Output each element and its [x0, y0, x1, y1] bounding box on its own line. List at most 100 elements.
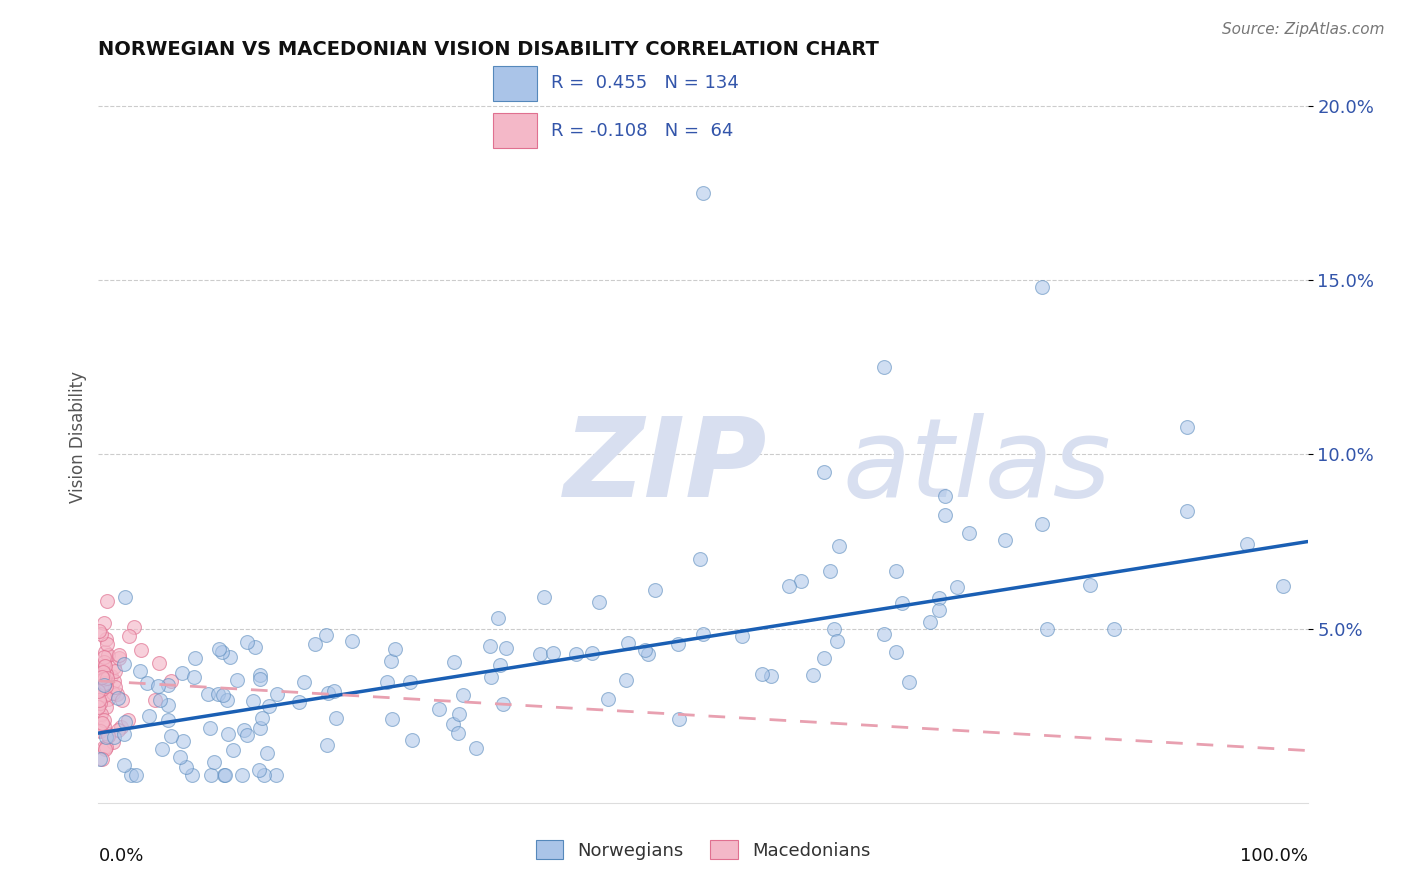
Point	[91, 665, 114, 680]
Point	[918, 615, 941, 629]
Point	[97, 692, 120, 706]
Point	[495, 640, 517, 655]
Point	[232, 723, 254, 738]
Point	[159, 729, 181, 743]
Point	[1272, 579, 1295, 593]
Point	[778, 579, 800, 593]
Point	[250, 711, 273, 725]
Point	[87, 684, 110, 698]
Point	[96, 671, 118, 685]
Point	[107, 723, 129, 737]
Point	[401, 733, 423, 747]
Point	[87, 723, 110, 737]
Point	[129, 642, 152, 657]
Point	[103, 673, 125, 688]
Point	[114, 715, 136, 730]
Point	[87, 692, 110, 706]
Point	[1031, 280, 1053, 294]
Point	[198, 721, 221, 735]
Point	[212, 689, 235, 703]
Point	[813, 465, 835, 479]
Point	[197, 687, 219, 701]
Point	[427, 701, 450, 715]
Point	[342, 633, 364, 648]
Point	[87, 700, 110, 714]
Point	[100, 669, 122, 683]
Point	[489, 658, 512, 673]
Point	[322, 684, 344, 698]
Point	[257, 699, 280, 714]
Point	[479, 639, 502, 653]
Point	[143, 693, 166, 707]
Point	[169, 750, 191, 764]
Point	[928, 591, 950, 606]
Point	[315, 628, 337, 642]
Point	[114, 590, 136, 604]
Text: NORWEGIAN VS MACEDONIAN VISION DISABILITY CORRELATION CHART: NORWEGIAN VS MACEDONIAN VISION DISABILIT…	[98, 39, 879, 59]
Point	[288, 695, 311, 709]
Point	[214, 768, 236, 782]
Point	[692, 186, 714, 201]
Point	[249, 673, 271, 687]
Point	[441, 716, 464, 731]
Point	[118, 629, 141, 643]
Bar	[492, 113, 537, 148]
Point	[581, 646, 603, 660]
Point	[541, 646, 564, 660]
Point	[93, 677, 115, 691]
Point	[157, 698, 180, 713]
Point	[759, 669, 782, 683]
Point	[89, 627, 111, 641]
Point	[94, 679, 117, 693]
Point	[443, 655, 465, 669]
Point	[222, 743, 245, 757]
Point	[236, 634, 259, 648]
Text: Source: ZipAtlas.com: Source: ZipAtlas.com	[1222, 22, 1385, 37]
Point	[101, 686, 124, 700]
Text: 0.0%: 0.0%	[98, 847, 143, 864]
Bar	[492, 66, 537, 101]
Point	[138, 708, 160, 723]
Point	[94, 739, 117, 754]
Text: R =  0.455   N = 134: R = 0.455 N = 134	[551, 75, 740, 93]
Point	[486, 611, 509, 625]
Point	[1102, 622, 1125, 636]
Point	[825, 633, 848, 648]
Point	[377, 675, 399, 690]
Point	[617, 636, 640, 650]
Y-axis label: Vision Disability: Vision Disability	[69, 371, 87, 503]
Point	[157, 714, 180, 728]
Point	[174, 760, 197, 774]
Point	[934, 508, 956, 522]
Point	[97, 648, 120, 662]
Point	[93, 672, 115, 686]
Point	[93, 615, 115, 630]
Point	[803, 667, 825, 681]
Point	[202, 755, 225, 769]
Point	[634, 643, 657, 657]
Point	[264, 768, 287, 782]
Point	[219, 649, 242, 664]
Point	[94, 741, 117, 756]
Point	[97, 729, 120, 743]
Point	[890, 596, 912, 610]
Point	[214, 768, 236, 782]
Point	[249, 763, 271, 777]
Point	[149, 693, 172, 707]
Point	[89, 673, 111, 688]
Point	[731, 629, 754, 643]
Point	[94, 645, 117, 659]
Point	[135, 675, 157, 690]
Point	[479, 670, 502, 684]
Point	[207, 687, 229, 701]
Point	[668, 636, 690, 650]
Point	[101, 735, 124, 749]
Point	[823, 623, 845, 637]
Point	[491, 698, 513, 712]
Point	[1175, 419, 1198, 434]
Point	[208, 642, 231, 657]
Point	[87, 659, 110, 673]
Point	[465, 741, 488, 756]
Point	[108, 648, 131, 663]
Point	[231, 768, 253, 782]
